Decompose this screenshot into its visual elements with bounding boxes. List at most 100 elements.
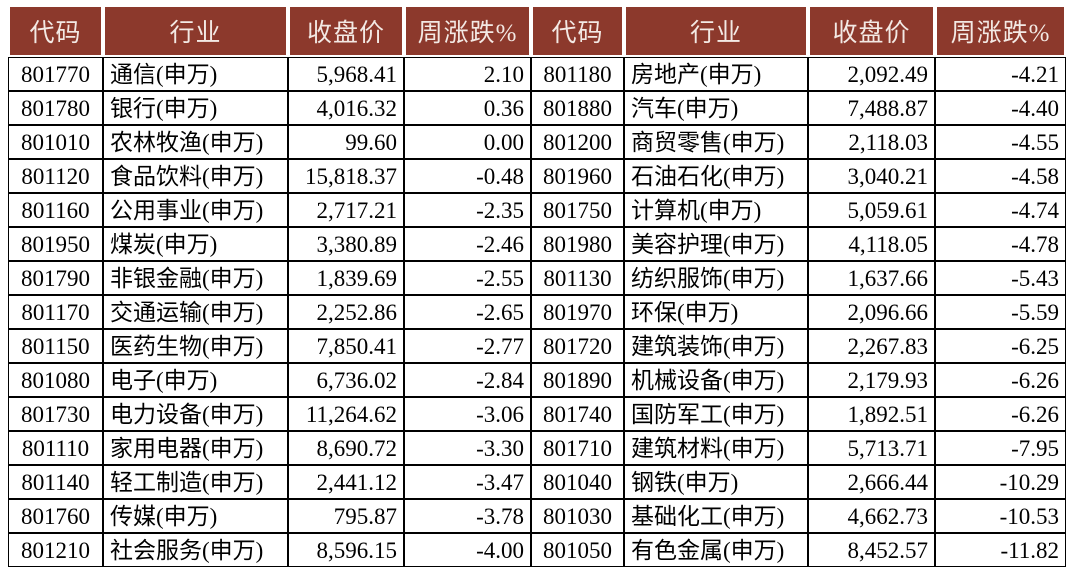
industry-cell: 国防军工(申万) — [624, 397, 808, 431]
industry-cell: 商贸零售(申万) — [624, 125, 808, 159]
code-cell: 801160 — [8, 193, 103, 227]
code-cell: 801960 — [531, 159, 624, 193]
close-cell: 1,839.69 — [288, 261, 404, 295]
change-cell: 0.36 — [404, 91, 531, 125]
column-header-weekly-change: 周涨跌% — [404, 5, 531, 57]
close-cell: 99.60 — [288, 125, 404, 159]
code-cell: 801730 — [8, 397, 103, 431]
table-row: 801770 通信(申万) 5,968.41 2.10 801180 房地产(申万) 2,0… — [8, 57, 1066, 91]
industry-cell: 有色金属(申万) — [624, 533, 808, 567]
code-cell: 801210 — [8, 533, 103, 567]
industry-cell: 煤炭(申万) — [103, 227, 288, 261]
industry-cell: 汽车(申万) — [624, 91, 808, 125]
close-cell: 1,892.51 — [808, 397, 935, 431]
industry-cell: 电子(申万) — [103, 363, 288, 397]
industry-cell: 美容护理(申万) — [624, 227, 808, 261]
change-cell: -7.95 — [935, 431, 1066, 465]
industry-cell: 轻工制造(申万) — [103, 465, 288, 499]
change-cell: -4.55 — [935, 125, 1066, 159]
industry-cell: 非银金融(申万) — [103, 261, 288, 295]
industry-cell: 钢铁(申万) — [624, 465, 808, 499]
change-cell: -0.48 — [404, 159, 531, 193]
code-cell: 801040 — [531, 465, 624, 499]
close-cell: 15,818.37 — [288, 159, 404, 193]
table-header: 代码 行业 收盘价 周涨跌% 代码 行业 收盘价 周涨跌% — [8, 5, 1066, 57]
industry-cell: 交通运输(申万) — [103, 295, 288, 329]
change-cell: -6.25 — [935, 329, 1066, 363]
change-cell: -6.26 — [935, 363, 1066, 397]
close-cell: 11,264.62 — [288, 397, 404, 431]
close-cell: 8,690.72 — [288, 431, 404, 465]
change-cell: -2.77 — [404, 329, 531, 363]
column-header-code: 代码 — [531, 5, 624, 57]
change-cell: -2.84 — [404, 363, 531, 397]
change-cell: -3.30 — [404, 431, 531, 465]
change-cell: -10.53 — [935, 499, 1066, 533]
industry-cell: 通信(申万) — [103, 57, 288, 91]
code-cell: 801130 — [531, 261, 624, 295]
close-cell: 8,596.15 — [288, 533, 404, 567]
close-cell: 5,968.41 — [288, 57, 404, 91]
close-cell: 795.87 — [288, 499, 404, 533]
code-cell: 801120 — [8, 159, 103, 193]
industry-cell: 计算机(申万) — [624, 193, 808, 227]
change-cell: -2.65 — [404, 295, 531, 329]
close-cell: 2,441.12 — [288, 465, 404, 499]
industry-cell: 机械设备(申万) — [624, 363, 808, 397]
change-cell: -2.46 — [404, 227, 531, 261]
table-row: 801760 传媒(申万) 795.87 -3.78 801030 基础化工(申万) 4,6… — [8, 499, 1066, 533]
table-row: 801080 电子(申万) 6,736.02 -2.84 801890 机械设备(申万) 2… — [8, 363, 1066, 397]
code-cell: 801050 — [531, 533, 624, 567]
code-cell: 801080 — [8, 363, 103, 397]
table-row: 801110 家用电器(申万) 8,690.72 -3.30 801710 建筑材料(申万… — [8, 431, 1066, 465]
change-cell: 2.10 — [404, 57, 531, 91]
change-cell: 0.00 — [404, 125, 531, 159]
column-header-close: 收盘价 — [288, 5, 404, 57]
close-cell: 2,179.93 — [808, 363, 935, 397]
change-cell: -4.00 — [404, 533, 531, 567]
column-header-close: 收盘价 — [808, 5, 935, 57]
change-cell: -2.35 — [404, 193, 531, 227]
close-cell: 3,040.21 — [808, 159, 935, 193]
code-cell: 801880 — [531, 91, 624, 125]
code-cell: 801170 — [8, 295, 103, 329]
change-cell: -2.55 — [404, 261, 531, 295]
change-cell: -4.40 — [935, 91, 1066, 125]
industry-cell: 银行(申万) — [103, 91, 288, 125]
column-header-weekly-change: 周涨跌% — [935, 5, 1066, 57]
header-row: 代码 行业 收盘价 周涨跌% 代码 行业 收盘价 周涨跌% — [8, 5, 1066, 57]
industry-cell: 建筑装饰(申万) — [624, 329, 808, 363]
code-cell: 801200 — [531, 125, 624, 159]
change-cell: -3.47 — [404, 465, 531, 499]
code-cell: 801110 — [8, 431, 103, 465]
industry-cell: 公用事业(申万) — [103, 193, 288, 227]
change-cell: -4.74 — [935, 193, 1066, 227]
table-row: 801790 非银金融(申万) 1,839.69 -2.55 801130 纺织服饰(申万… — [8, 261, 1066, 295]
change-cell: -3.78 — [404, 499, 531, 533]
code-cell: 801970 — [531, 295, 624, 329]
table-row: 801150 医药生物(申万) 7,850.41 -2.77 801720 建筑装饰(申万… — [8, 329, 1066, 363]
column-header-industry: 行业 — [624, 5, 808, 57]
column-header-industry: 行业 — [103, 5, 288, 57]
table-row: 801120 食品饮料(申万) 15,818.37 -0.48 801960 石油石化(申… — [8, 159, 1066, 193]
code-cell: 801150 — [8, 329, 103, 363]
code-cell: 801890 — [531, 363, 624, 397]
industry-weekly-change-table: 代码 行业 收盘价 周涨跌% 代码 行业 收盘价 周涨跌% 801770 通信(申万) 5,968… — [8, 5, 1066, 567]
industry-cell: 食品饮料(申万) — [103, 159, 288, 193]
code-cell: 801030 — [531, 499, 624, 533]
close-cell: 8,452.57 — [808, 533, 935, 567]
code-cell: 801180 — [531, 57, 624, 91]
code-cell: 801710 — [531, 431, 624, 465]
table-row: 801010 农林牧渔(申万) 99.60 0.00 801200 商贸零售(申万) 2,1… — [8, 125, 1066, 159]
change-cell: -6.26 — [935, 397, 1066, 431]
close-cell: 2,092.49 — [808, 57, 935, 91]
code-cell: 801760 — [8, 499, 103, 533]
code-cell: 801010 — [8, 125, 103, 159]
close-cell: 2,096.66 — [808, 295, 935, 329]
table-row: 801170 交通运输(申万) 2,252.86 -2.65 801970 环保(申万) 2… — [8, 295, 1066, 329]
industry-cell: 传媒(申万) — [103, 499, 288, 533]
table-row: 801950 煤炭(申万) 3,380.89 -2.46 801980 美容护理(申万) 4… — [8, 227, 1066, 261]
code-cell: 801950 — [8, 227, 103, 261]
close-cell: 3,380.89 — [288, 227, 404, 261]
table-row: 801210 社会服务(申万) 8,596.15 -4.00 801050 有色金属(申万… — [8, 533, 1066, 567]
